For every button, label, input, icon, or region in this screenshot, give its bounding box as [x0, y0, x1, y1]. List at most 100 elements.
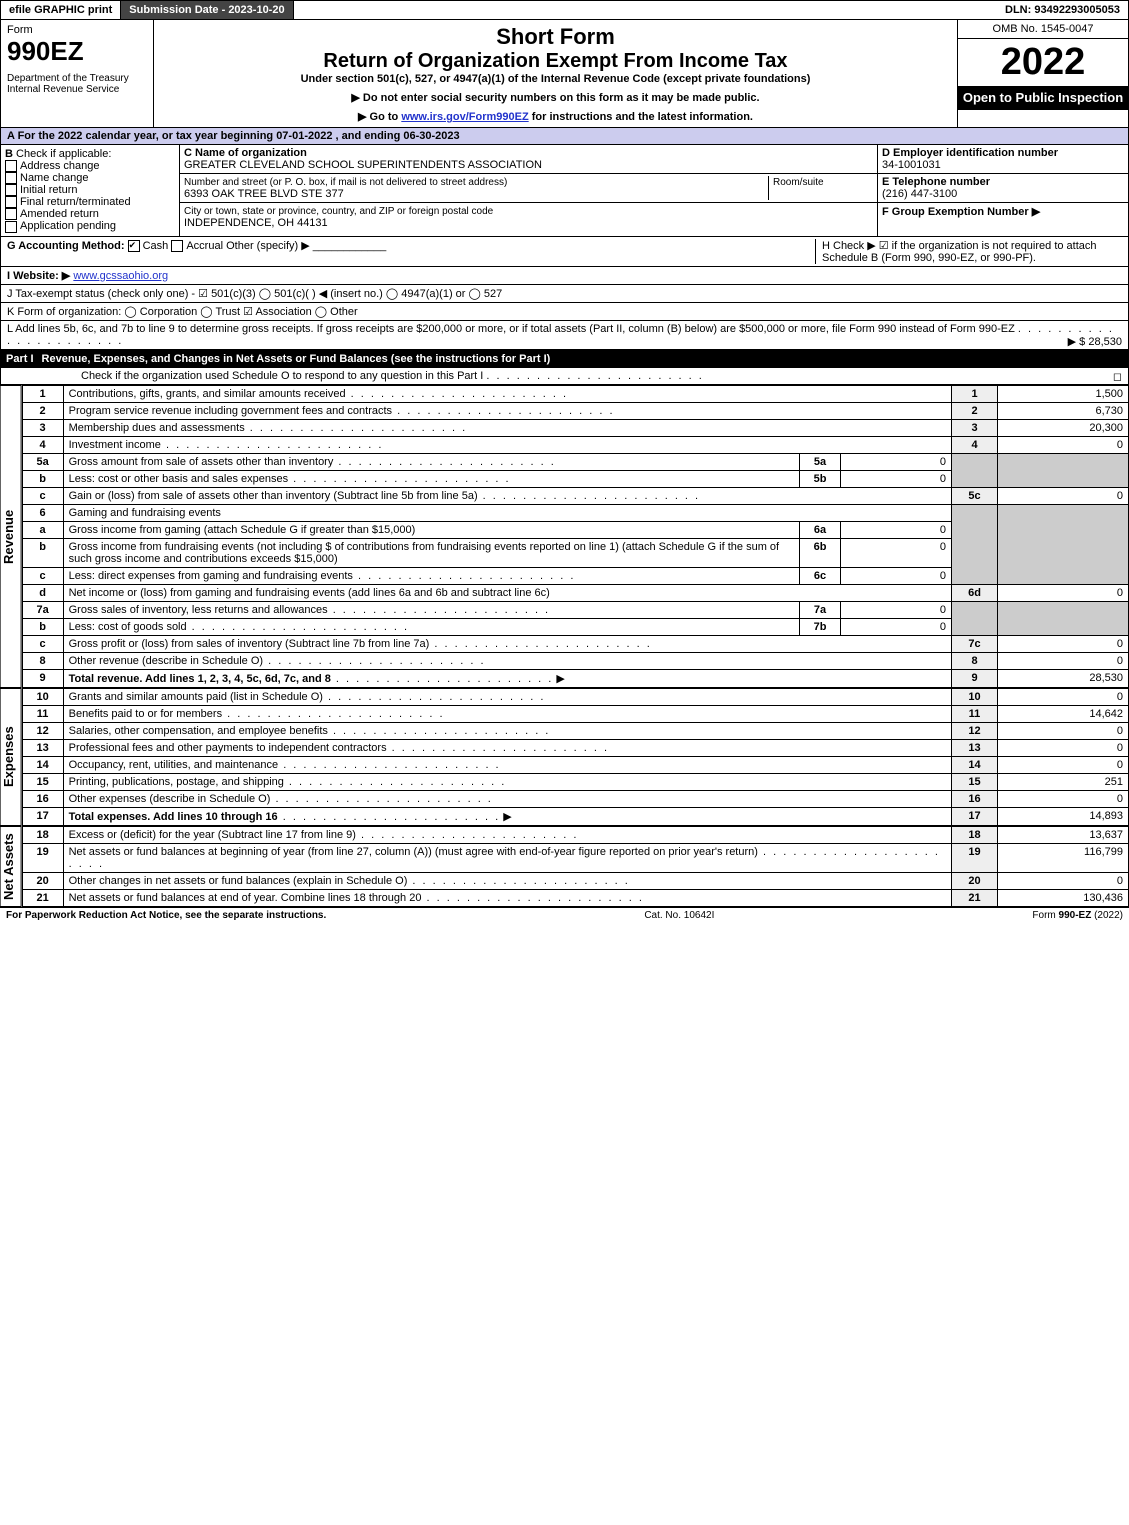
l5a-sub: 0 [841, 453, 952, 470]
goto-suffix: for instructions and the latest informat… [532, 111, 753, 123]
g-label: G Accounting Method: [7, 240, 125, 252]
col-de: D Employer identification number 34-1001… [878, 145, 1128, 236]
check-address-change[interactable] [5, 160, 17, 172]
block-bcdef: B Check if applicable: Address change Na… [0, 145, 1129, 237]
c-street: Number and street (or P. O. box, if mail… [180, 174, 877, 203]
check-name-change[interactable] [5, 172, 17, 184]
form-title: Return of Organization Exempt From Incom… [160, 50, 951, 73]
check-final-return[interactable] [5, 196, 17, 208]
footer-right: Form 990-EZ (2022) [1032, 910, 1123, 921]
lbl-initial-return: Initial return [20, 184, 77, 196]
line-15: 15Printing, publications, postage, and s… [22, 773, 1128, 790]
expenses-section: Expenses 10Grants and similar amounts pa… [0, 688, 1129, 826]
check-accrual[interactable] [171, 240, 183, 252]
l3-desc: Membership dues and assessments [69, 422, 245, 434]
l12-amt: 0 [998, 722, 1129, 739]
lbl-address-change: Address change [20, 160, 100, 172]
check-initial-return[interactable] [5, 184, 17, 196]
l13-desc: Professional fees and other payments to … [69, 742, 387, 754]
l8-amt: 0 [998, 652, 1129, 669]
l6a-sub: 0 [841, 521, 952, 538]
check-cash[interactable] [128, 240, 140, 252]
l11-desc: Benefits paid to or for members [69, 708, 222, 720]
l9-amt: 28,530 [998, 669, 1129, 687]
l7a-desc: Gross sales of inventory, less returns a… [69, 604, 328, 616]
form-number: 990EZ [7, 36, 147, 67]
lbl-name-change: Name change [20, 172, 89, 184]
city-value: INDEPENDENCE, OH 44131 [184, 217, 328, 229]
l6d-desc: Net income or (loss) from gaming and fun… [69, 587, 550, 599]
ein-value: 34-1001031 [882, 159, 941, 171]
l21-desc: Net assets or fund balances at end of ye… [69, 892, 422, 904]
c-name: C Name of organization GREATER CLEVELAND… [180, 145, 877, 174]
line-19: 19Net assets or fund balances at beginni… [22, 843, 1128, 872]
line-21: 21Net assets or fund balances at end of … [22, 889, 1128, 906]
footer-mid: Cat. No. 10642I [326, 910, 1032, 921]
irs-link[interactable]: www.irs.gov/Form990EZ [401, 111, 528, 123]
line-7c: cGross profit or (loss) from sales of in… [22, 635, 1128, 652]
line-3: 3Membership dues and assessments320,300 [22, 419, 1128, 436]
l5b-sub: 0 [841, 470, 952, 487]
check-application-pending[interactable] [5, 221, 17, 233]
expenses-table: 10Grants and similar amounts paid (list … [22, 688, 1129, 826]
lbl-final-return: Final return/terminated [20, 196, 131, 208]
line-6: 6Gaming and fundraising events [22, 504, 1128, 521]
l19-amt: 116,799 [998, 843, 1129, 872]
l16-amt: 0 [998, 790, 1129, 807]
l18-desc: Excess or (deficit) for the year (Subtra… [69, 829, 356, 841]
l7a-sub: 0 [841, 601, 952, 618]
l7b-sub: 0 [841, 618, 952, 635]
check-amended-return[interactable] [5, 208, 17, 220]
header-left: Form 990EZ Department of the Treasury In… [1, 20, 154, 127]
website-link[interactable]: www.gcssaohio.org [73, 270, 168, 282]
e-label: E Telephone number [882, 176, 990, 188]
topbar-spacer [294, 1, 997, 19]
l10-desc: Grants and similar amounts paid (list in… [69, 691, 323, 703]
e-phone: E Telephone number (216) 447-3100 [878, 174, 1128, 203]
side-revenue: Revenue [0, 385, 22, 688]
form-label: Form [7, 24, 147, 36]
form-header: Form 990EZ Department of the Treasury In… [0, 20, 1129, 128]
d-ein: D Employer identification number 34-1001… [878, 145, 1128, 174]
dln-label: DLN: 93492293005053 [997, 1, 1128, 19]
l6c-sub: 0 [841, 567, 952, 584]
line-2: 2Program service revenue including gover… [22, 402, 1128, 419]
lbl-cash: Cash [143, 240, 169, 252]
l14-amt: 0 [998, 756, 1129, 773]
check-schedule-o-box[interactable]: ◻ [1113, 370, 1122, 383]
line-10: 10Grants and similar amounts paid (list … [22, 688, 1128, 705]
ssn-warning: ▶ Do not enter social security numbers o… [160, 91, 951, 104]
header-right: OMB No. 1545-0047 2022 Open to Public In… [957, 20, 1128, 127]
l4-desc: Investment income [69, 439, 161, 451]
netassets-table: 18Excess or (deficit) for the year (Subt… [22, 826, 1129, 907]
l-text: L Add lines 5b, 6c, and 7b to line 9 to … [7, 323, 1015, 335]
l5c-desc: Gain or (loss) from sale of assets other… [69, 490, 478, 502]
lbl-application-pending: Application pending [20, 220, 116, 232]
l6a-desc: Gross income from gaming (attach Schedul… [69, 524, 416, 536]
l18-amt: 13,637 [998, 826, 1129, 843]
revenue-table: 1Contributions, gifts, grants, and simil… [22, 385, 1129, 688]
line-1: 1Contributions, gifts, grants, and simil… [22, 385, 1128, 402]
l11-amt: 14,642 [998, 705, 1129, 722]
city-label: City or town, state or province, country… [184, 206, 493, 217]
line-8: 8Other revenue (describe in Schedule O)8… [22, 652, 1128, 669]
side-netassets: Net Assets [0, 826, 22, 907]
omb-number: OMB No. 1545-0047 [958, 20, 1128, 39]
l13-amt: 0 [998, 739, 1129, 756]
check-schedule-o-text: Check if the organization used Schedule … [81, 370, 483, 382]
open-inspection: Open to Public Inspection [958, 86, 1128, 110]
street-value: 6393 OAK TREE BLVD STE 377 [184, 188, 344, 200]
l2-desc: Program service revenue including govern… [69, 405, 392, 417]
line-7a: 7aGross sales of inventory, less returns… [22, 601, 1128, 618]
row-k-org: K Form of organization: ◯ Corporation ◯ … [0, 303, 1129, 321]
dept-label: Department of the Treasury Internal Reve… [7, 73, 147, 95]
line-6d: dNet income or (loss) from gaming and fu… [22, 584, 1128, 601]
line-4: 4Investment income40 [22, 436, 1128, 453]
line-17: 17Total expenses. Add lines 10 through 1… [22, 807, 1128, 825]
l-amount: ▶ $ 28,530 [1068, 335, 1122, 348]
under-section: Under section 501(c), 527, or 4947(a)(1)… [160, 73, 951, 85]
col-b: B Check if applicable: Address change Na… [1, 145, 180, 236]
l5b-desc: Less: cost or other basis and sales expe… [69, 473, 289, 485]
l8-desc: Other revenue (describe in Schedule O) [69, 655, 263, 667]
row-a-tax-year: A For the 2022 calendar year, or tax yea… [0, 128, 1129, 145]
